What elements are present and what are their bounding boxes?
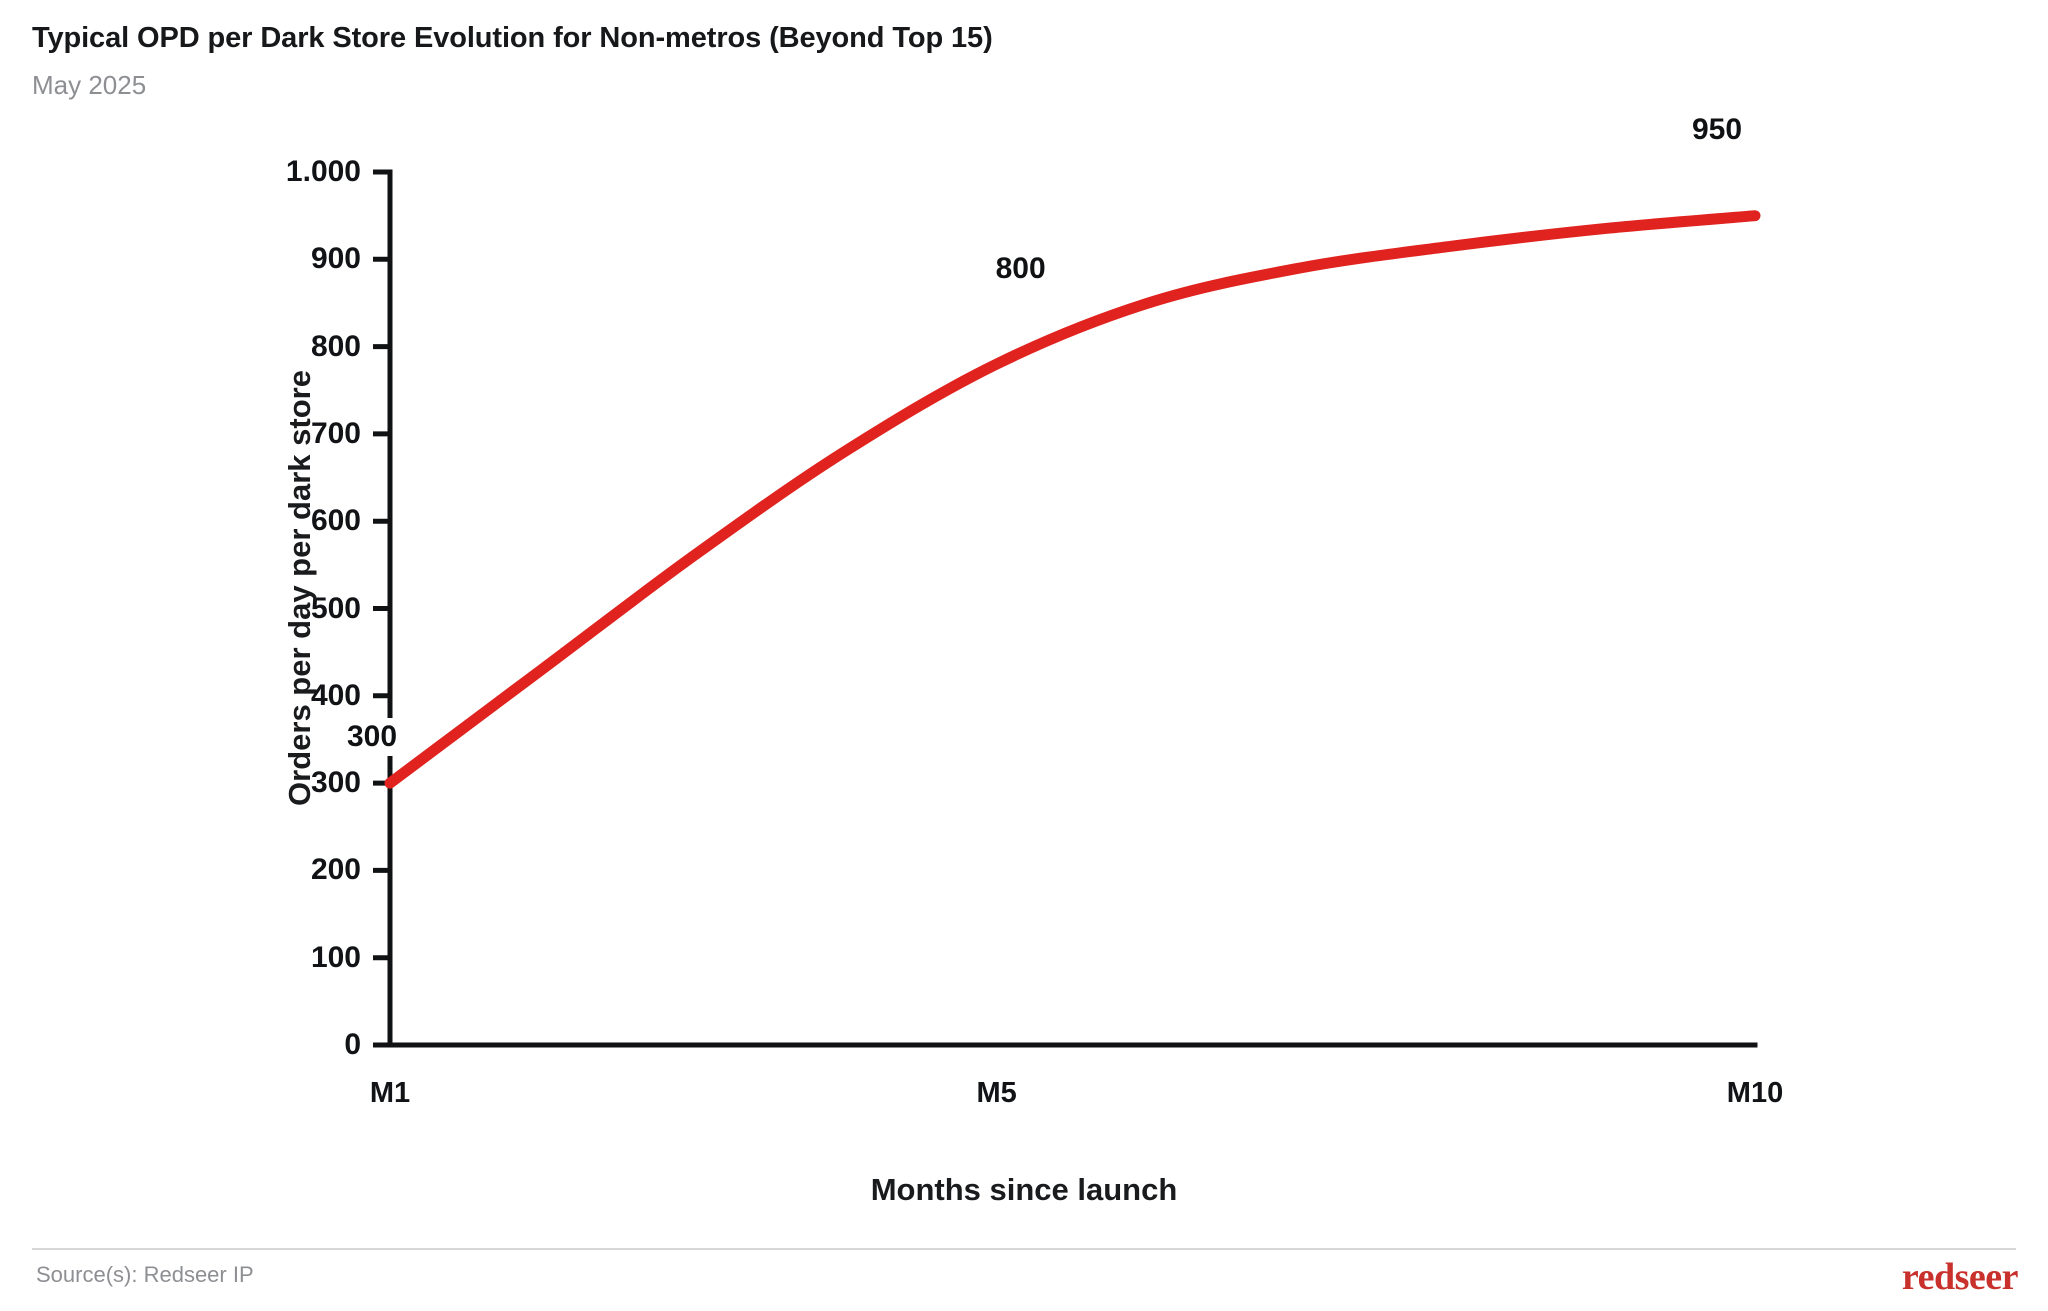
y-tick-label: 900	[310, 242, 361, 276]
y-axis-title: Orders per day per dark store	[282, 370, 317, 806]
y-tick-label: 200	[310, 853, 361, 887]
y-tick-label: 100	[310, 940, 361, 974]
y-tick-label: 800	[310, 329, 361, 363]
axis-ticks	[373, 169, 390, 1048]
x-tick-label: M10	[1726, 1077, 1784, 1109]
x-tick-label: M1	[369, 1077, 411, 1109]
x-tick-label: M5	[976, 1077, 1017, 1109]
y-tick-label: 1.000	[285, 155, 361, 188]
series-line-opd	[384, 210, 1761, 789]
y-tick-label: 500	[310, 591, 361, 625]
x-axis-title: Months since launch	[870, 1172, 1178, 1207]
redseer-logo: redseer	[1901, 1256, 2019, 1298]
data-point-label: 950	[1683, 110, 1751, 149]
y-axis-title-wrap: Orders per day per dark store	[160, 300, 317, 880]
y-tick-label: 700	[310, 416, 361, 450]
y-tick-label: 600	[310, 504, 361, 538]
page-subtitle: May 2025	[32, 70, 147, 100]
source-note: Source(s): Redseer IP	[36, 1262, 254, 1287]
page-title: Typical OPD per Dark Store Evolution for…	[32, 22, 993, 54]
y-tick-label: 0	[344, 1028, 361, 1061]
y-tick-label: 400	[310, 678, 361, 712]
footer-divider	[32, 1248, 2016, 1250]
data-point-label: 800	[987, 249, 1054, 288]
y-tick-label: 300	[310, 766, 361, 800]
data-point-label: 300	[338, 718, 406, 757]
